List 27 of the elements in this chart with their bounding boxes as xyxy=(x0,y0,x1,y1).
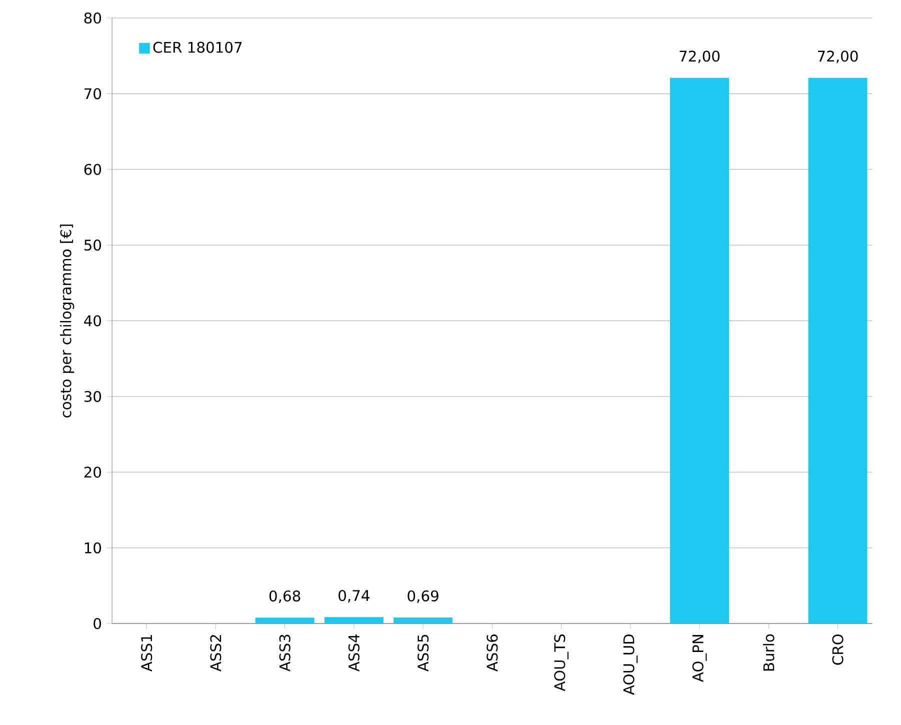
x-tick-label: CRO xyxy=(832,634,844,665)
y-tick-label: 50 xyxy=(84,240,102,251)
x-tick-label: ASS6 xyxy=(486,634,498,672)
data-label: 0,68 xyxy=(269,590,300,604)
data-label: 0,69 xyxy=(408,590,438,603)
x-tick-label: ASS2 xyxy=(210,635,222,672)
data-label: 72,00 xyxy=(818,50,858,64)
data-label: 0,74 xyxy=(338,590,370,603)
x-tick-label: ASS4 xyxy=(348,634,360,672)
y-tick-label: 30 xyxy=(84,390,102,402)
y-tick-label: 60 xyxy=(84,164,102,175)
x-tick-label: Burlo xyxy=(762,634,774,671)
y-axis-title: costo per chilogrammo [€] xyxy=(60,224,74,418)
y-tick-label: 80 xyxy=(84,12,102,24)
data-label: 72,00 xyxy=(680,50,720,64)
x-tick-label: ASS1 xyxy=(141,634,152,672)
y-tick-label: 40 xyxy=(84,315,102,326)
x-tick-label: AOU_TS xyxy=(554,634,568,692)
x-tick-label: AO_PN xyxy=(692,635,707,682)
legend-label: CER 180107 xyxy=(153,42,242,53)
y-tick-label: 0 xyxy=(94,618,102,630)
y-tick-label: 10 xyxy=(84,542,102,554)
x-tick-label: AOU_UD xyxy=(623,634,638,695)
x-tick-label: ASS5 xyxy=(418,634,429,672)
x-tick-label: ASS3 xyxy=(279,634,290,672)
y-tick-label: 70 xyxy=(84,88,102,100)
y-tick-label: 20 xyxy=(84,466,102,478)
